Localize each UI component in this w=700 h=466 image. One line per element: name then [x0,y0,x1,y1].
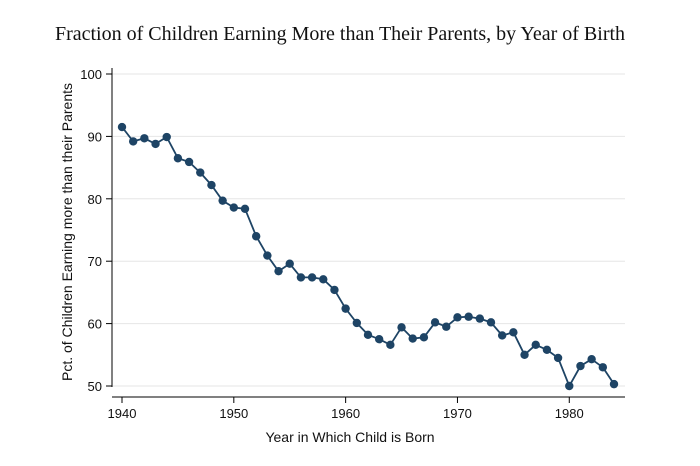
axes [111,68,625,398]
y-axis-label: Pct. of Children Earning more than their… [59,83,75,381]
x-tick-label-1970: 1970 [443,406,472,421]
data-point-1971 [464,312,473,321]
data-point-1942 [140,134,149,143]
x-axis-label: Year in Which Child is Born [265,429,434,445]
y-tick-label-70: 70 [88,254,102,269]
data-point-1973 [486,318,496,327]
data-point-1960 [341,304,350,313]
data-point-1955 [285,259,294,268]
y-tick-label-50: 50 [88,379,102,394]
data-point-1976 [520,350,529,359]
y-tick-label-100: 100 [80,67,102,82]
data-point-1944 [162,132,171,142]
data-point-1978 [542,345,552,355]
data-point-1957 [307,273,317,282]
chart-title: Fraction of Children Earning More than T… [55,23,625,45]
data-point-1940 [117,122,127,132]
x-tick-label-1960: 1960 [331,406,360,421]
data-point-1963 [374,335,384,344]
data-point-1972 [475,314,485,323]
x-tick-label-1940: 1940 [108,406,137,421]
data-point-1965 [397,323,406,332]
data-point-1984 [609,379,619,389]
data-point-1961 [352,318,362,328]
data-point-1952 [251,232,261,241]
gridlines [112,73,625,387]
x-tick-label-1950: 1950 [219,406,248,421]
data-point-1981 [576,361,585,371]
data-point-1983 [598,363,608,372]
data-point-1966 [408,334,417,343]
data-point-1948 [207,180,216,190]
data-point-1950 [229,203,239,212]
data-point-1980 [565,381,574,391]
data-point-1964 [386,340,395,350]
tick-marks: 50 60 70 80 90 100 1940 1950 1960 1970 1980 [80,67,583,421]
data-point-1982 [587,354,596,364]
data-point-1968 [430,318,440,327]
data-point-1969 [442,322,451,331]
series-line-0 [121,126,615,387]
data-point-1956 [296,273,306,282]
data-point-1977 [531,340,540,350]
data-point-1949 [218,196,227,205]
series-layer [117,122,619,391]
y-tick-label-90: 90 [88,129,102,144]
data-point-1970 [453,313,462,322]
data-point-1967 [419,333,429,342]
data-point-1945 [173,154,183,163]
y-tick-label-60: 60 [88,317,102,332]
data-point-1979 [553,353,563,363]
data-point-1941 [128,137,138,146]
data-point-1958 [319,275,328,284]
data-point-1962 [363,330,373,340]
data-point-1975 [509,328,518,337]
data-point-1959 [330,285,339,295]
data-point-1953 [263,251,272,260]
x-tick-label-1980: 1980 [555,406,584,421]
data-point-1951 [240,204,250,213]
y-tick-label-80: 80 [88,192,102,207]
data-point-1943 [151,139,160,149]
data-point-1954 [274,266,283,276]
data-point-1946 [184,157,194,167]
data-point-1947 [196,168,205,177]
data-point-1974 [497,331,507,340]
